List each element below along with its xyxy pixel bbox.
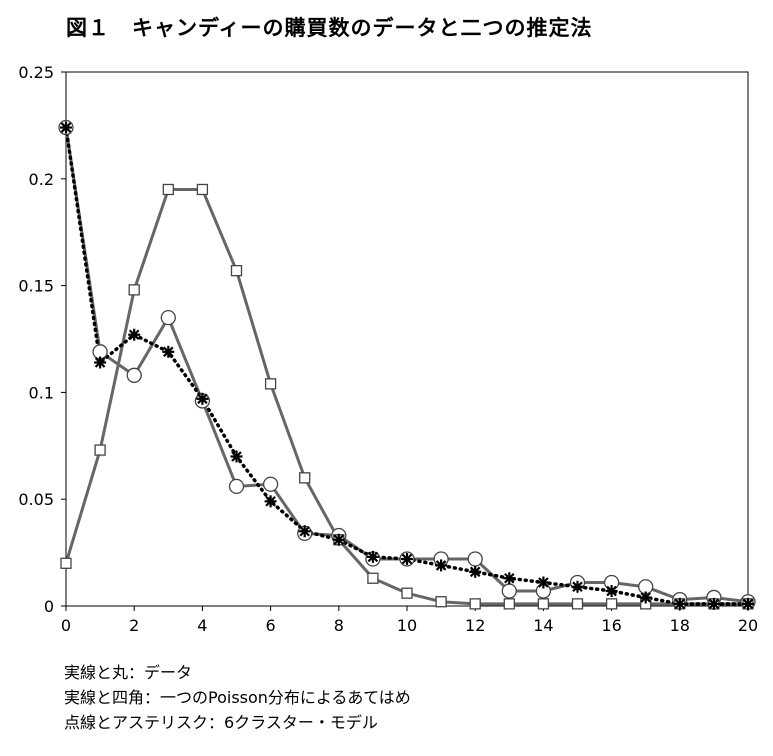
x-tick-label: 20 [738, 616, 758, 635]
x-tick-label: 14 [533, 616, 553, 635]
asterisk-stroke [333, 534, 345, 546]
asterisk-stroke [572, 581, 583, 593]
data-point-asterisk [230, 450, 243, 463]
data-point-asterisk [162, 345, 175, 358]
asterisk-stroke [504, 572, 515, 584]
data-point-square [605, 598, 618, 610]
legend-item-data: 実線と丸：データ [64, 663, 193, 682]
x-tick-label: 12 [465, 616, 485, 635]
data-point-circle [160, 309, 176, 326]
data-point-square [367, 572, 379, 584]
data-point-asterisk [94, 356, 107, 369]
y-tick-label: 0 [44, 597, 54, 616]
data-point-asterisk [571, 580, 584, 593]
chart-plot: 0 0.05 0.1 0.15 0.2 0.25 0 2 4 6 8 10 12 14 16 18 20 [18, 63, 758, 635]
asterisk-stroke [128, 329, 140, 341]
data-point-asterisk [366, 550, 379, 563]
x-tick-label: 6 [266, 616, 276, 635]
legend-item-poisson: 実線と四角：一つのPoisson分布によるあてはめ [64, 688, 411, 707]
x-tick-label: 18 [670, 616, 690, 635]
x-tick-label: 8 [334, 616, 344, 635]
data-point-square [196, 183, 209, 196]
data-point-square [435, 596, 447, 608]
y-tick-label: 0.05 [18, 490, 54, 509]
data-point-square [469, 598, 481, 610]
data-point-asterisk [298, 525, 311, 538]
asterisk-stroke [163, 346, 174, 358]
y-tick-label: 0.25 [18, 63, 54, 82]
data-point-asterisk [605, 585, 618, 598]
data-point-square [537, 598, 550, 610]
asterisk-stroke [606, 585, 617, 597]
y-tick-label: 0.2 [29, 170, 54, 189]
asterisk-stroke [401, 553, 413, 565]
data-point-square [94, 444, 106, 456]
data-point-asterisk [742, 597, 754, 610]
x-tick-label: 2 [129, 616, 139, 635]
asterisk-stroke [367, 551, 379, 563]
data-point-square [230, 264, 243, 277]
legend-item-cluster-model: 点線とアステリスク：6クラスター・モデル [64, 713, 378, 732]
x-tick-label: 16 [601, 616, 621, 635]
data-point-square [128, 284, 140, 296]
data-point-asterisk [332, 533, 345, 546]
asterisk-stroke [299, 525, 310, 537]
x-tick-label: 10 [397, 616, 417, 635]
x-tick-label: 0 [61, 616, 71, 635]
asterisk-stroke [265, 496, 276, 507]
data-point-square [264, 378, 277, 390]
y-tick-label: 0.1 [29, 383, 54, 402]
data-point-square [503, 598, 515, 610]
chart-title: 図１ キャンディーの購買数のデータと二つの推定法 [66, 16, 593, 40]
asterisk-stroke [231, 451, 242, 462]
data-point-asterisk [707, 597, 720, 610]
plot-area-frame [65, 71, 749, 607]
data-point-square [60, 557, 72, 569]
asterisk-stroke [94, 357, 106, 368]
data-point-asterisk [537, 576, 550, 589]
asterisk-stroke [435, 560, 447, 571]
asterisk-stroke [742, 598, 754, 610]
data-point-asterisk [639, 591, 652, 604]
asterisk-stroke [674, 598, 686, 610]
data-point-asterisk [401, 553, 413, 566]
data-point-square [162, 183, 174, 196]
data-point-asterisk [196, 392, 209, 405]
asterisk-stroke [708, 598, 720, 610]
asterisk-stroke [197, 393, 208, 405]
data-point-square [571, 598, 584, 610]
data-point-circle [501, 583, 517, 599]
data-point-asterisk [469, 565, 482, 578]
data-point-asterisk [435, 559, 448, 572]
data-point-circle [126, 367, 142, 383]
y-tick-label: 0.15 [18, 277, 54, 296]
legend: 実線と丸：データ 実線と四角：一つのPoisson分布によるあてはめ 点線とアス… [64, 660, 411, 735]
asterisk-stroke [640, 592, 651, 603]
data-point-asterisk [128, 328, 141, 341]
data-point-circle [262, 476, 279, 492]
data-point-circle [467, 551, 483, 567]
asterisk-stroke [469, 566, 481, 578]
data-point-asterisk [673, 597, 686, 610]
data-point-asterisk [264, 495, 277, 508]
asterisk-stroke [60, 122, 72, 133]
x-tick-label: 4 [197, 616, 207, 635]
data-point-asterisk [503, 572, 516, 585]
data-point-square [299, 472, 311, 484]
data-point-asterisk [60, 121, 72, 134]
data-point-square [401, 587, 413, 599]
asterisk-stroke [538, 577, 549, 588]
data-point-circle [228, 478, 245, 495]
